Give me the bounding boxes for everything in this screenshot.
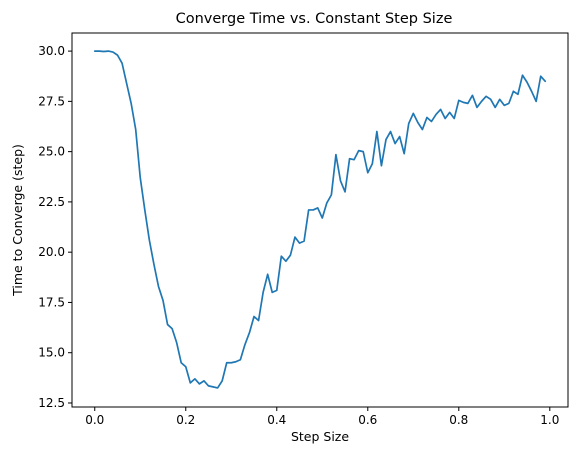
x-tick-label: 0.2 bbox=[176, 413, 195, 427]
series-layer bbox=[93, 50, 547, 389]
plot-area bbox=[71, 32, 569, 408]
x-tick-label: 0.0 bbox=[85, 413, 104, 427]
y-tick-label: 20.0 bbox=[38, 245, 65, 259]
y-tick-label: 30.0 bbox=[38, 44, 65, 58]
plot-frame bbox=[71, 32, 569, 408]
y-axis-label: Time to Converge (step) bbox=[10, 144, 25, 297]
series-line bbox=[93, 50, 547, 389]
y-tick-label: 22.5 bbox=[38, 195, 65, 209]
x-tick-label: 0.8 bbox=[449, 413, 468, 427]
y-tick-label: 25.0 bbox=[38, 145, 65, 159]
x-axis-label: Step Size bbox=[291, 429, 349, 444]
y-axis-ticks: 12.5 15.0 17.5 20.0 22.5 25.0 27.5 30.0 bbox=[38, 44, 72, 410]
x-tick-label: 0.6 bbox=[358, 413, 377, 427]
y-tick-label: 27.5 bbox=[38, 94, 65, 108]
y-tick-label: 17.5 bbox=[38, 295, 65, 309]
x-tick-label: 1.0 bbox=[540, 413, 559, 427]
y-tick-label: 12.5 bbox=[38, 396, 65, 410]
x-tick-label: 0.4 bbox=[267, 413, 286, 427]
y-tick-label: 15.0 bbox=[38, 346, 65, 360]
chart-title: Converge Time vs. Constant Step Size bbox=[176, 11, 453, 27]
x-axis-ticks: 0.0 0.2 0.4 0.6 0.8 1.0 bbox=[85, 407, 559, 427]
